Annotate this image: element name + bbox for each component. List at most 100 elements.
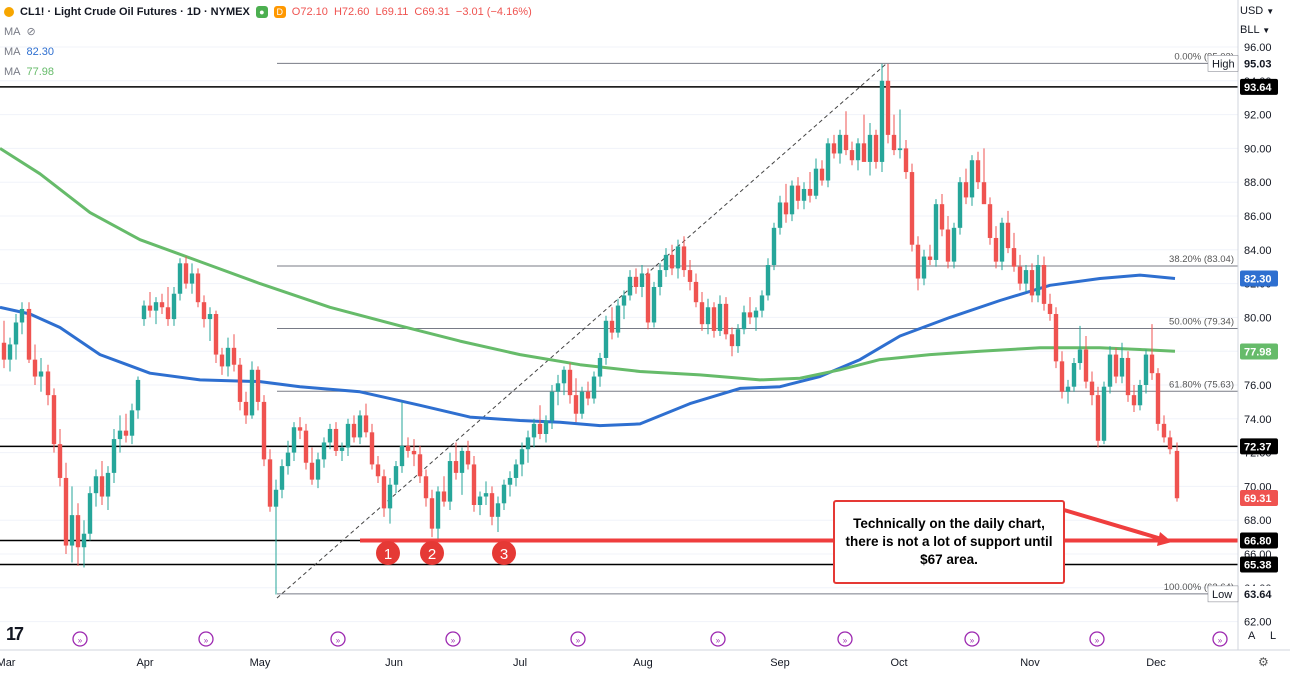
- candle-body: [717, 303, 723, 331]
- candle-body: [705, 307, 711, 325]
- delayed-badge: D: [273, 6, 286, 18]
- candle-body: [51, 395, 57, 445]
- candle-body: [963, 182, 969, 198]
- candle-body: [1041, 265, 1047, 304]
- annotation-callout: Technically on the daily chart, there is…: [833, 500, 1065, 584]
- y-tick-label: 74.00: [1244, 414, 1272, 426]
- price-tag-label: 63.64: [1244, 589, 1272, 601]
- y-tick-label: 68.00: [1244, 515, 1272, 527]
- currency-selector[interactable]: USD ▼: [1240, 5, 1290, 17]
- candle-body: [633, 276, 639, 287]
- x-tick-label: Oct: [890, 657, 907, 669]
- candle-body: [237, 364, 243, 402]
- candle-body: [603, 320, 609, 358]
- y-tick-label: 80.00: [1244, 312, 1272, 324]
- candle-body: [423, 476, 429, 499]
- symbol-title[interactable]: CL1! · Light Crude Oil Futures · 1D · NY…: [20, 6, 250, 18]
- candle-body: [1167, 437, 1173, 450]
- currency-label: USD: [1240, 5, 1264, 17]
- event-icon: [710, 631, 726, 647]
- marker-circle: [420, 541, 444, 565]
- candle-body: [279, 466, 285, 490]
- candle-body: [435, 491, 441, 529]
- candle-body: [369, 432, 375, 465]
- candle-body: [999, 222, 1005, 262]
- candle-body: [699, 302, 705, 325]
- x-tick-label: Mar: [0, 657, 16, 669]
- ma3-value: 77.98: [26, 66, 55, 78]
- eye-off-icon[interactable]: ⊘: [26, 26, 36, 38]
- candle-body: [441, 491, 447, 502]
- candle-body: [261, 401, 267, 460]
- candle-body: [453, 461, 459, 473]
- ma1-label[interactable]: MA: [4, 26, 21, 38]
- tradingview-logo[interactable]: 17: [6, 624, 24, 644]
- candle-body: [741, 312, 747, 330]
- candle-body: [939, 204, 945, 230]
- y-tick-label: 96.00: [1244, 42, 1272, 54]
- candle-body: [13, 322, 19, 345]
- candle-body: [32, 359, 38, 377]
- candle-body: [909, 172, 915, 245]
- candle-body: [19, 308, 25, 323]
- candle-body: [1119, 357, 1125, 377]
- y-tick-label: 88.00: [1244, 177, 1272, 189]
- candle-body: [495, 503, 501, 517]
- unit-selector[interactable]: BLL ▼: [1240, 24, 1290, 36]
- x-tick-label: Nov: [1020, 657, 1040, 669]
- candle-body: [1059, 361, 1065, 392]
- x-tick-label: Jul: [513, 657, 527, 669]
- marker-circle: [492, 541, 516, 565]
- low-value: L69.11: [375, 6, 409, 18]
- candle-body: [1035, 265, 1041, 296]
- candle-body: [333, 428, 339, 451]
- candle-body: [69, 515, 75, 546]
- candle-body: [339, 447, 345, 451]
- event-icon-glyph: »: [576, 636, 581, 645]
- candle-body: [675, 246, 681, 269]
- settings-gear-icon[interactable]: ⚙: [1258, 655, 1269, 669]
- candle-body: [309, 462, 315, 480]
- candle-body: [849, 150, 855, 161]
- candle-body: [459, 450, 465, 473]
- candle-body: [975, 160, 981, 183]
- auto-scale-toggle[interactable]: A: [1248, 630, 1256, 642]
- fib-label: 38.20% (83.04): [1169, 254, 1234, 265]
- candle-body: [447, 461, 453, 502]
- candle-body: [357, 415, 363, 438]
- price-tag-name: Low: [1212, 589, 1232, 601]
- log-scale-toggle[interactable]: L: [1270, 630, 1277, 642]
- time-axis: Mar Apr May Jun Jul Aug Sep Oct Nov Dec » » » » » » » » » »: [0, 631, 1290, 669]
- candle-body: [93, 476, 99, 494]
- candle-body: [831, 143, 837, 154]
- event-icon-glyph: »: [204, 636, 209, 645]
- candle-body: [1029, 270, 1035, 296]
- ma2-label[interactable]: MA: [4, 46, 21, 58]
- price-tag-label: 93.64: [1244, 82, 1272, 94]
- y-tick-label: 90.00: [1244, 143, 1272, 155]
- candle-body: [867, 134, 873, 162]
- x-tick-label: Sep: [770, 657, 790, 669]
- candle-body: [885, 80, 891, 135]
- candle-body: [813, 168, 819, 196]
- candle-body: [387, 484, 393, 509]
- candle-body: [591, 376, 597, 399]
- event-icon: [330, 631, 346, 647]
- change-value: −3.01 (−4.16%): [455, 6, 532, 18]
- candle-body: [681, 246, 687, 271]
- candle-body: [411, 450, 417, 455]
- candle-body: [501, 484, 507, 504]
- candle-body: [201, 302, 207, 320]
- chevron-down-icon: ▼: [1266, 7, 1275, 16]
- price-tag-label: 77.98: [1244, 347, 1272, 359]
- ma3-label[interactable]: MA: [4, 66, 21, 78]
- event-icon-glyph: »: [78, 636, 83, 645]
- candle-body: [573, 395, 579, 414]
- candle-body: [195, 273, 201, 303]
- candle-body: [483, 493, 489, 497]
- candle-body: [26, 308, 32, 360]
- candle-body: [1161, 423, 1167, 438]
- candle-body: [477, 496, 483, 505]
- callout-arrowhead: [1157, 532, 1172, 546]
